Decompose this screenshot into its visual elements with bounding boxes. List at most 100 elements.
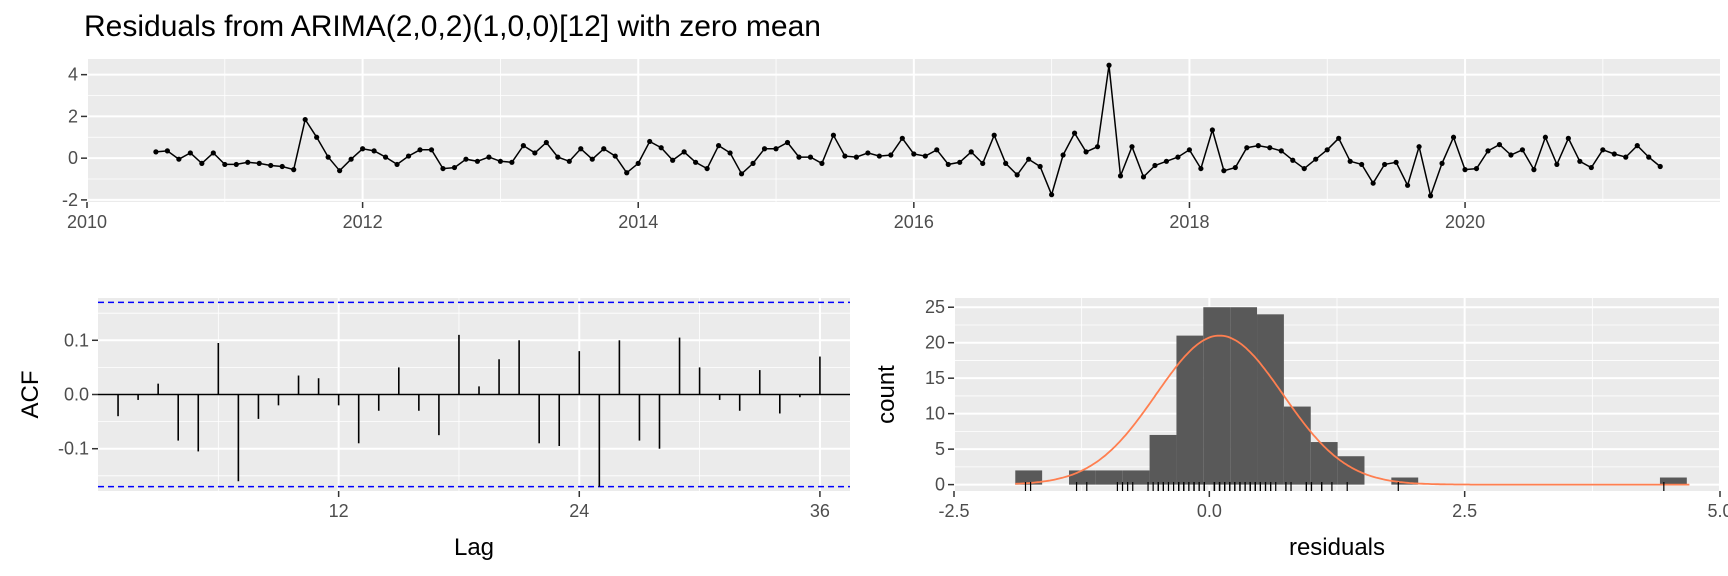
residual-point: [1462, 167, 1468, 173]
residual-point: [968, 149, 974, 155]
hist-x-axis-label: residuals: [1289, 534, 1385, 561]
residual-point: [1439, 160, 1445, 166]
residual-point: [337, 168, 343, 174]
hist-y-tick-label: 0: [935, 475, 945, 495]
residual-point: [1049, 192, 1055, 198]
residual-point: [1508, 152, 1514, 158]
residual-point: [382, 154, 389, 160]
residual-point: [1094, 144, 1101, 150]
residual-point: [1393, 159, 1399, 165]
residual-point: [520, 143, 526, 149]
hist-x-tick-label: 0.0: [1197, 501, 1222, 521]
acf-x-tick-label: 12: [329, 501, 349, 521]
residual-point: [612, 153, 618, 159]
ts-y-tick-label: 0: [68, 148, 78, 168]
residual-point: [1106, 62, 1112, 68]
residual-point: [738, 171, 745, 177]
residual-point: [245, 159, 251, 165]
residual-point: [922, 153, 928, 159]
residual-point: [428, 147, 435, 153]
residual-point: [1382, 161, 1388, 168]
residual-point: [1313, 156, 1319, 162]
residual-point: [1485, 148, 1491, 154]
residual-point: [819, 160, 825, 166]
residual-point: [830, 132, 837, 138]
residual-point: [176, 156, 182, 162]
histogram-bar: [1203, 307, 1231, 485]
residual-point: [1244, 145, 1250, 151]
residual-point: [876, 153, 882, 159]
ts-x-tick-label: 2014: [618, 212, 658, 232]
residual-point: [1600, 147, 1606, 153]
histogram-bar: [1069, 470, 1096, 485]
residual-point: [853, 154, 859, 160]
residual-point: [532, 150, 538, 156]
residual-point: [463, 156, 469, 162]
residual-point: [1140, 174, 1147, 180]
residual-point: [945, 161, 951, 168]
residual-point: [1646, 154, 1652, 160]
hist-y-tick-label: 20: [925, 333, 945, 353]
residual-point: [647, 138, 653, 145]
residual-point: [1221, 168, 1227, 174]
residual-point: [325, 154, 331, 160]
residual-point: [1267, 145, 1273, 151]
residual-point: [1623, 154, 1629, 160]
residual-point: [555, 154, 561, 160]
residual-point: [842, 153, 848, 159]
residual-point: [957, 159, 963, 165]
residual-point: [704, 165, 710, 172]
residual-point: [635, 160, 641, 166]
residual-point: [1611, 151, 1617, 157]
residual-point: [486, 154, 492, 160]
residual-point: [279, 163, 285, 170]
residual-point: [1427, 193, 1434, 199]
histogram-bar: [1176, 335, 1204, 485]
residual-point: [222, 161, 228, 168]
histogram-bar: [1122, 470, 1150, 485]
hist-x-tick-label: 5.0: [1707, 501, 1728, 521]
residual-point: [302, 116, 308, 123]
residual-point: [1071, 130, 1078, 136]
ts-x-tick-label: 2010: [67, 212, 107, 232]
residual-point: [1473, 165, 1480, 172]
acf-y-tick-label: -0.1: [58, 439, 89, 459]
histogram-bar: [1659, 477, 1687, 485]
residual-point: [624, 170, 630, 176]
residual-point: [210, 150, 216, 156]
residual-point: [1255, 143, 1261, 149]
ts-x-tick-label: 2018: [1169, 212, 1209, 232]
normal-density-curve: [1015, 334, 1690, 486]
hist-x-tick-label: -2.5: [938, 501, 969, 521]
residual-point: [865, 150, 871, 156]
hist-y-tick-label: 15: [925, 368, 945, 388]
residual-point: [991, 132, 997, 138]
residual-point: [1370, 180, 1376, 186]
residual-point: [578, 146, 584, 152]
residual-point: [715, 143, 722, 149]
residual-point: [164, 148, 170, 154]
ts-x-tick-label: 2012: [343, 212, 383, 232]
residual-point: [1186, 147, 1193, 153]
residual-point: [1359, 161, 1365, 168]
residual-point: [199, 160, 205, 166]
acf-y-tick-label: 0.1: [64, 330, 89, 350]
hist-x-tick-label: 2.5: [1452, 501, 1477, 521]
residual-point: [187, 150, 193, 156]
ts-y-tick-label: 2: [68, 106, 78, 126]
residual-point: [1152, 162, 1158, 169]
residual-point: [394, 161, 400, 168]
histogram-bar: [1095, 470, 1123, 485]
residual-point: [1519, 147, 1526, 153]
residual-point: [497, 158, 504, 164]
residual-point: [796, 154, 802, 160]
residual-point: [681, 149, 687, 155]
residual-point: [1565, 135, 1571, 141]
residual-point: [153, 149, 159, 155]
acf-x-axis-label: Lag: [454, 534, 494, 561]
residual-point: [980, 160, 986, 166]
residual-point: [670, 157, 676, 163]
ts-x-tick-label: 2020: [1445, 212, 1485, 232]
